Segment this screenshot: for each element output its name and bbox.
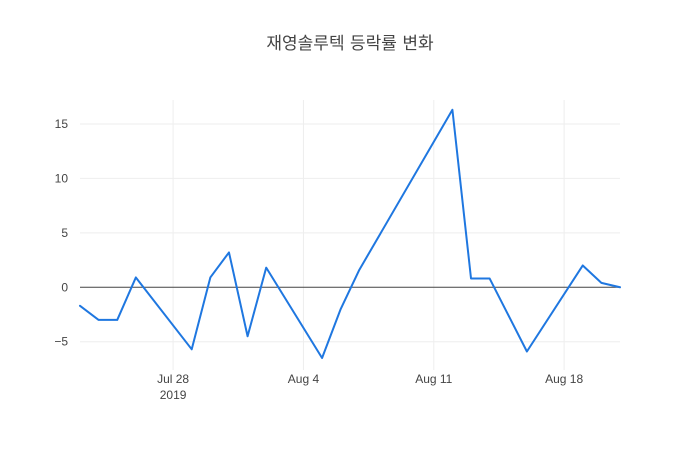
x-tick-label: Aug 4 — [288, 372, 320, 386]
y-tick-label: 15 — [55, 117, 69, 131]
x-tick-label: Aug 18 — [545, 372, 583, 386]
chart-title: 재영솔루텍 등락률 변화 — [266, 34, 434, 54]
y-tick-label: −5 — [54, 335, 68, 349]
y-tick-label: 0 — [61, 280, 68, 294]
series-layer — [79, 108, 621, 360]
y-tick-label: 5 — [61, 226, 68, 240]
y-tick-label: 10 — [55, 171, 69, 185]
gridlines — [80, 100, 620, 370]
x-tick-label: Jul 28 — [157, 372, 189, 386]
series-line — [79, 108, 621, 360]
x-tick-year-label: 2019 — [160, 388, 187, 402]
x-tick-label: Aug 11 — [415, 372, 452, 386]
axes: 15 10 5 0 −5 Jul 28 2019 Aug 4 Aug 11 Aug 18 — [54, 117, 620, 402]
